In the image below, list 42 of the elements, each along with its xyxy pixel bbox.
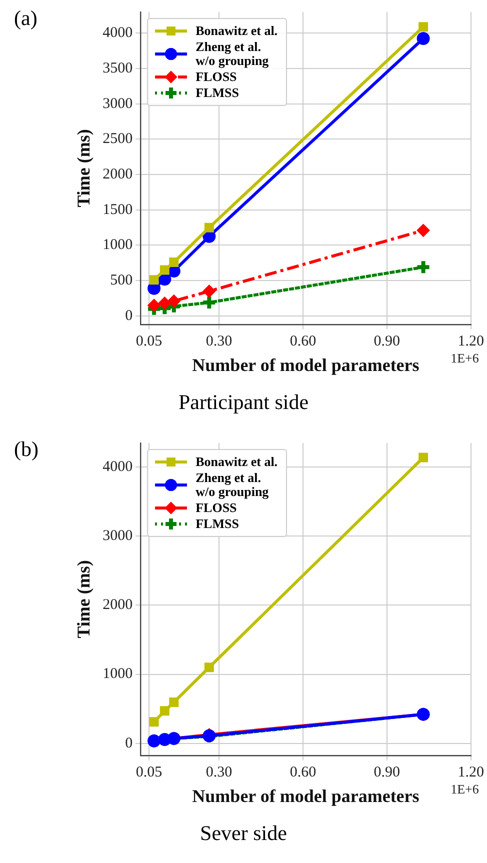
x-tick-label: 0.90	[374, 764, 400, 780]
text: (b)	[14, 437, 38, 462]
x-tick-label: 0.30	[206, 333, 232, 350]
y-tick-label: 3500	[102, 60, 133, 76]
legend-label: FLMSS	[196, 516, 239, 531]
legend-label: Zheng et al. w/o grouping	[196, 470, 270, 499]
y-tick-label: 0	[125, 735, 133, 752]
legend-label: Bonawitz et al.	[196, 454, 278, 469]
text: 1E+6	[450, 781, 480, 796]
y-tick-label: 4000	[102, 459, 133, 476]
x-axis-title: Number of model parameters	[192, 354, 420, 375]
y-tick-label: 1000	[102, 666, 133, 682]
legend-label: Bonawitz et al.	[196, 23, 278, 38]
x-tick-label: 0.60	[290, 764, 316, 780]
x-axis-title: Number of model parameters	[192, 786, 420, 806]
y-axis-title: Time (ms)	[73, 560, 94, 638]
legend-label: FLMSS	[196, 85, 239, 100]
y-axis-title: Time (ms)	[73, 129, 94, 208]
y-tick-label: 2500	[102, 131, 133, 148]
x-tick-label: 0.30	[206, 764, 232, 780]
text: Sever side	[199, 821, 288, 846]
y-tick-label: 3000	[102, 96, 133, 112]
y-tick-label: 0	[125, 308, 133, 324]
x-tick-label: 0.90	[374, 333, 400, 350]
text: 1E+6	[450, 350, 480, 366]
x-tick-label: 0.60	[290, 333, 316, 350]
legend-label: FLOSS	[196, 500, 237, 515]
x-tick-label: 1.20	[458, 764, 484, 780]
y-tick-label: 2000	[102, 166, 133, 182]
y-tick-label: 3000	[102, 528, 133, 544]
legend-label: Zheng et al. w/o grouping	[196, 39, 270, 68]
y-tick-label: 500	[110, 272, 133, 289]
text: (a)	[14, 6, 38, 31]
y-tick-label: 1500	[102, 202, 133, 218]
x-tick-label: 0.05	[136, 764, 162, 780]
x-tick-label: 0.05	[136, 333, 162, 350]
text: Participant side	[177, 390, 310, 415]
x-tick-label: 1.20	[458, 333, 484, 350]
legend-label: FLOSS	[196, 69, 237, 84]
y-tick-label: 2000	[102, 597, 133, 614]
y-tick-label: 1000	[102, 237, 133, 254]
y-tick-label: 4000	[102, 25, 133, 42]
